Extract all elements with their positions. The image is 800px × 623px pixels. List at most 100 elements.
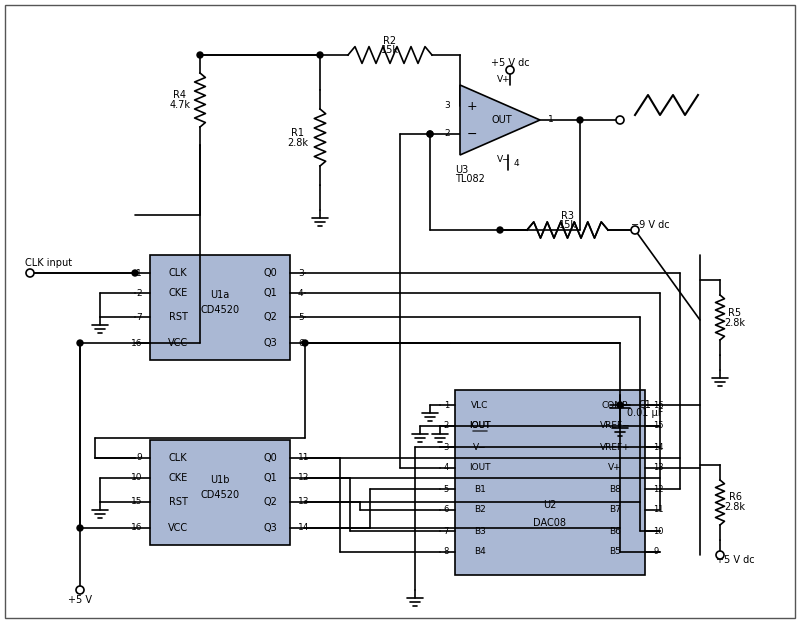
Circle shape: [617, 402, 623, 408]
Text: 7: 7: [136, 313, 142, 321]
Circle shape: [427, 131, 433, 137]
Text: 1: 1: [548, 115, 554, 125]
Circle shape: [77, 525, 83, 531]
Text: IOUT: IOUT: [470, 422, 490, 430]
Text: B4: B4: [474, 548, 486, 556]
Text: B1: B1: [474, 485, 486, 493]
Text: −9 V dc: −9 V dc: [630, 220, 670, 230]
Text: VREF+: VREF+: [600, 442, 630, 452]
Text: 2.8k: 2.8k: [725, 503, 746, 513]
Text: 4: 4: [514, 158, 520, 168]
Text: VLC: VLC: [471, 401, 489, 409]
Text: 1: 1: [444, 401, 449, 409]
Circle shape: [197, 52, 203, 58]
Text: 10: 10: [130, 473, 142, 482]
Text: 13: 13: [298, 498, 310, 506]
Polygon shape: [460, 85, 540, 155]
Text: RST: RST: [169, 497, 187, 507]
Text: B6: B6: [609, 526, 621, 536]
Circle shape: [302, 340, 308, 346]
Text: 16: 16: [130, 338, 142, 348]
Text: CLK: CLK: [169, 453, 187, 463]
Text: 4.7k: 4.7k: [170, 100, 190, 110]
Circle shape: [577, 117, 583, 123]
Text: 8: 8: [444, 548, 449, 556]
Circle shape: [77, 340, 83, 346]
Text: +5 V dc: +5 V dc: [716, 555, 754, 565]
Text: R2: R2: [383, 36, 397, 46]
Text: 15: 15: [130, 498, 142, 506]
Text: Q3: Q3: [263, 523, 277, 533]
Bar: [150, 255, 290, 360]
Text: 16: 16: [130, 523, 142, 533]
Text: Q1: Q1: [263, 288, 277, 298]
Text: U1a: U1a: [210, 290, 230, 300]
Text: IOUT: IOUT: [470, 464, 490, 472]
Text: Q2: Q2: [263, 312, 277, 322]
Text: CKE: CKE: [168, 473, 188, 483]
Circle shape: [427, 131, 433, 137]
Text: +5 V dc: +5 V dc: [490, 58, 530, 68]
Text: 7: 7: [444, 526, 449, 536]
Text: CLK: CLK: [169, 268, 187, 278]
Circle shape: [26, 269, 34, 277]
Text: −: −: [466, 128, 478, 141]
Text: B5: B5: [609, 548, 621, 556]
Text: CKE: CKE: [168, 288, 188, 298]
Circle shape: [497, 227, 503, 233]
Text: 3: 3: [298, 269, 304, 277]
Text: 11: 11: [298, 454, 310, 462]
Text: TL082: TL082: [455, 174, 485, 184]
Text: +: +: [466, 100, 478, 113]
Text: CD4520: CD4520: [201, 305, 239, 315]
Text: 4: 4: [298, 288, 304, 298]
Text: VCC: VCC: [168, 523, 188, 533]
Bar: [150, 440, 290, 545]
Text: OUT: OUT: [492, 115, 512, 125]
Text: U2: U2: [543, 500, 557, 510]
Text: 3: 3: [444, 442, 449, 452]
Text: +5 V: +5 V: [68, 595, 92, 605]
Text: Q0: Q0: [263, 268, 277, 278]
Text: 13: 13: [653, 464, 664, 472]
Text: U1b: U1b: [210, 475, 230, 485]
Text: 2.8k: 2.8k: [725, 318, 746, 328]
Text: 5: 5: [444, 485, 449, 493]
Text: 2: 2: [136, 288, 142, 298]
Text: B3: B3: [474, 526, 486, 536]
Text: DAC08: DAC08: [534, 518, 566, 528]
Text: 5: 5: [298, 313, 304, 321]
Text: R1: R1: [291, 128, 305, 138]
Text: VREF−: VREF−: [600, 422, 630, 430]
Text: COMP: COMP: [602, 401, 628, 409]
Circle shape: [76, 586, 84, 594]
Text: B8: B8: [609, 485, 621, 493]
Text: V+: V+: [608, 464, 622, 472]
Text: 0.01 μF: 0.01 μF: [627, 408, 663, 418]
Text: 14: 14: [653, 442, 663, 452]
Text: 9: 9: [136, 454, 142, 462]
Circle shape: [132, 270, 138, 276]
Circle shape: [716, 551, 724, 559]
Text: Q1: Q1: [263, 473, 277, 483]
Text: V−: V−: [473, 442, 487, 452]
Text: 10: 10: [653, 526, 663, 536]
Text: 11: 11: [653, 505, 663, 515]
Text: 6: 6: [444, 505, 449, 515]
Text: 1: 1: [136, 269, 142, 277]
Text: B2: B2: [474, 505, 486, 515]
Text: VCC: VCC: [168, 338, 188, 348]
Bar: [455, 390, 645, 575]
Text: R6: R6: [729, 493, 742, 503]
Circle shape: [317, 52, 323, 58]
Text: Q0: Q0: [263, 453, 277, 463]
Circle shape: [616, 116, 624, 124]
Text: Q3: Q3: [263, 338, 277, 348]
Text: CLK input: CLK input: [25, 258, 72, 268]
Text: 2: 2: [444, 130, 450, 138]
Text: 4: 4: [444, 464, 449, 472]
Text: U3: U3: [455, 165, 468, 175]
Text: B7: B7: [609, 505, 621, 515]
Text: 12: 12: [298, 473, 310, 482]
Text: 9: 9: [653, 548, 658, 556]
